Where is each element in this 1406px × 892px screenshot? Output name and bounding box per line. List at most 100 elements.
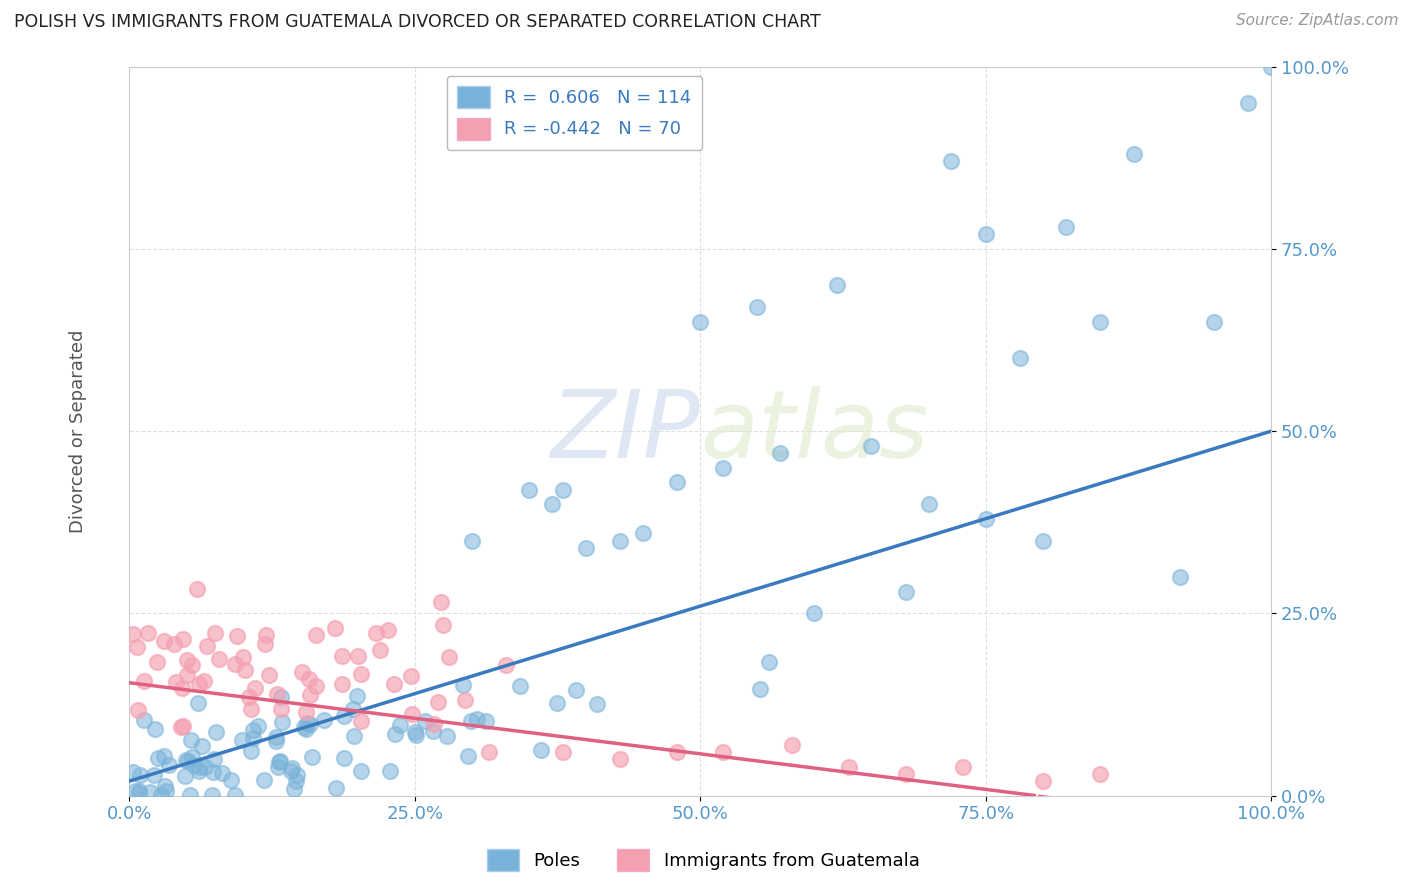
Point (304, 680, 326, 694)
Point (314, 713, 336, 727)
Point (364, 626, 387, 640)
Point (299, 717, 322, 731)
Point (125, 640, 148, 655)
Point (451, 678, 474, 692)
Point (422, 716, 444, 731)
Point (343, 729, 366, 743)
Point (134, 674, 156, 689)
Point (205, 725, 228, 739)
Point (231, 732, 253, 747)
Point (325, 781, 347, 796)
Point (509, 679, 531, 693)
Point (172, 719, 194, 733)
Point (254, 628, 277, 642)
Point (176, 653, 198, 667)
Point (174, 768, 197, 782)
Point (332, 709, 354, 723)
Point (666, 745, 689, 759)
Point (1260, 60, 1282, 74)
Point (177, 754, 200, 768)
Point (194, 760, 217, 774)
Point (219, 773, 242, 788)
Point (232, 649, 254, 664)
Point (226, 628, 249, 642)
Point (179, 788, 201, 802)
Legend: Poles, Immigrants from Guatemala: Poles, Immigrants from Guatemala (479, 842, 927, 879)
Point (825, 278, 848, 293)
Point (280, 764, 302, 778)
Point (238, 690, 260, 705)
Point (187, 677, 209, 691)
Point (465, 712, 488, 726)
Point (224, 788, 246, 802)
Point (333, 751, 356, 765)
Point (195, 639, 218, 653)
Point (269, 755, 291, 769)
Point (377, 623, 399, 637)
Point (974, 227, 997, 242)
Point (186, 582, 208, 596)
Point (378, 764, 401, 778)
Point (239, 744, 262, 758)
Point (330, 648, 353, 663)
Point (155, 783, 177, 797)
Point (382, 676, 405, 690)
Point (758, 655, 780, 669)
Point (430, 595, 453, 609)
Point (894, 584, 917, 599)
Text: ZIP: ZIP (551, 385, 700, 476)
Point (436, 729, 458, 743)
Point (384, 726, 406, 740)
Point (180, 750, 202, 764)
Point (284, 774, 307, 789)
Point (495, 657, 517, 672)
Point (242, 731, 264, 746)
Point (295, 706, 318, 720)
Point (1088, 315, 1111, 329)
Point (432, 617, 454, 632)
Point (150, 788, 173, 802)
Point (285, 767, 308, 781)
Point (609, 533, 631, 548)
Point (254, 636, 277, 650)
Point (180, 732, 202, 747)
Point (427, 694, 450, 708)
Point (294, 723, 316, 737)
Point (128, 784, 150, 798)
Point (609, 752, 631, 766)
Point (148, 750, 170, 764)
Point (152, 749, 174, 764)
Point (405, 727, 427, 741)
Point (917, 497, 939, 511)
Point (242, 723, 264, 737)
Point (974, 511, 997, 525)
Point (422, 724, 444, 739)
Point (153, 779, 176, 793)
Point (350, 714, 373, 728)
Point (460, 714, 482, 728)
Point (163, 637, 186, 651)
Point (415, 714, 437, 728)
Point (711, 745, 734, 759)
Point (748, 681, 770, 696)
Point (894, 767, 917, 781)
Point (122, 764, 145, 779)
Point (191, 739, 214, 754)
Point (346, 649, 368, 664)
Point (132, 713, 155, 727)
Point (350, 764, 373, 779)
Point (292, 720, 315, 734)
Point (565, 683, 588, 698)
Point (517, 483, 540, 497)
Text: Divorced or Separated: Divorced or Separated (69, 329, 87, 533)
Point (453, 693, 475, 707)
Point (128, 786, 150, 800)
Point (139, 785, 162, 799)
Point (1168, 570, 1191, 584)
Point (1008, 351, 1031, 366)
Point (1237, 96, 1260, 111)
Point (747, 300, 769, 314)
Point (478, 745, 501, 759)
Point (172, 632, 194, 646)
Point (252, 772, 274, 787)
